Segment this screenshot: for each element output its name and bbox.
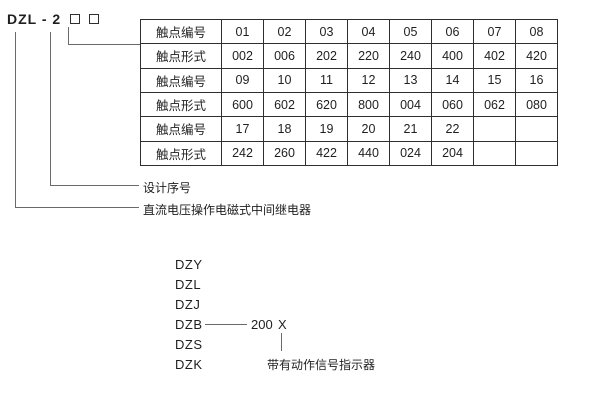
- table-cell: 15: [473, 67, 516, 93]
- table-cell: 006: [263, 43, 306, 69]
- table-cell: [515, 116, 558, 142]
- table-cell: 14: [431, 67, 474, 93]
- row-label: 触点形式: [140, 91, 222, 118]
- table-cell: 202: [305, 43, 348, 69]
- table-cell: 002: [221, 43, 264, 69]
- table-cell: 08: [515, 18, 558, 45]
- placeholder-box-icon: [70, 14, 81, 24]
- table-cell: 12: [347, 67, 390, 93]
- table-row: 触点形式 600 602 620 800 004 060 062 080: [140, 91, 558, 118]
- variant-connector-line: [281, 333, 282, 351]
- table-cell: 600: [221, 91, 264, 118]
- dzb-code: 200: [251, 317, 273, 332]
- table-row: 触点编号 17 18 19 20 21 22: [140, 116, 558, 142]
- table-cell: 18: [263, 116, 306, 142]
- model-code-text: DZL - 2: [7, 11, 62, 27]
- series-item-dzk: DZK: [175, 357, 203, 372]
- table-cell: 11: [305, 67, 348, 93]
- table-cell: 17: [221, 116, 264, 142]
- row-label: 触点形式: [140, 140, 222, 167]
- table-cell: 09: [221, 67, 264, 93]
- indicator-label: 带有动作信号指示器: [267, 358, 376, 372]
- table-cell: 440: [347, 140, 390, 167]
- table-cell: 19: [305, 116, 348, 142]
- dzb-variant: X: [278, 317, 287, 332]
- placeholder-box-icon: [88, 14, 99, 24]
- row-label: 触点编号: [140, 67, 222, 93]
- table-cell: [515, 140, 558, 167]
- table-row: 触点形式 242 260 422 440 024 204: [140, 140, 558, 167]
- table-cell: [473, 116, 516, 142]
- row-label: 触点形式: [140, 43, 222, 69]
- table-cell: 004: [389, 91, 432, 118]
- table-cell: 20: [347, 116, 390, 142]
- table-cell: 602: [263, 91, 306, 118]
- row-label: 触点编号: [140, 18, 222, 45]
- table-cell: 620: [305, 91, 348, 118]
- table-row: 触点形式 002 006 202 220 240 400 402 420: [140, 43, 558, 69]
- design-serial-label: 设计序号: [143, 181, 192, 195]
- table-cell: [473, 140, 516, 167]
- table-cell: 062: [473, 91, 516, 118]
- table-cell: 06: [431, 18, 474, 45]
- table-cell: 800: [347, 91, 390, 118]
- relay-type-label: 直流电压操作电磁式中间继电器: [143, 203, 312, 217]
- table-cell: 242: [221, 140, 264, 167]
- series-item-dzl: DZL: [175, 277, 202, 292]
- series-item-dzj: DZJ: [175, 297, 201, 312]
- series-item-dzs: DZS: [175, 337, 203, 352]
- table-cell: 04: [347, 18, 390, 45]
- table-cell: 05: [389, 18, 432, 45]
- connector-line-contact-table: [68, 27, 141, 45]
- table-cell: 260: [263, 140, 306, 167]
- table-cell: 060: [431, 91, 474, 118]
- table-cell: 16: [515, 67, 558, 93]
- connector-line-design-serial: [50, 32, 139, 186]
- table-cell: 13: [389, 67, 432, 93]
- row-label: 触点编号: [140, 116, 222, 142]
- table-cell: 03: [305, 18, 348, 45]
- table-cell: 080: [515, 91, 558, 118]
- table-cell: 420: [515, 43, 558, 69]
- table-cell: 422: [305, 140, 348, 167]
- table-cell: 07: [473, 18, 516, 45]
- table-cell: 402: [473, 43, 516, 69]
- table-cell: 220: [347, 43, 390, 69]
- table-row: 触点编号 01 02 03 04 05 06 07 08: [140, 18, 558, 45]
- table-cell: 21: [389, 116, 432, 142]
- table-cell: 02: [263, 18, 306, 45]
- model-code: DZL - 2: [7, 11, 99, 27]
- table-cell: 024: [389, 140, 432, 167]
- dzb-connector-line: [205, 324, 247, 325]
- table-cell: 10: [263, 67, 306, 93]
- series-item-dzb: DZB: [175, 317, 203, 332]
- contact-table: 触点编号 01 02 03 04 05 06 07 08 触点形式 002 00…: [140, 18, 558, 167]
- table-cell: 240: [389, 43, 432, 69]
- table-row: 触点编号 09 10 11 12 13 14 15 16: [140, 67, 558, 93]
- table-cell: 204: [431, 140, 474, 167]
- table-cell: 400: [431, 43, 474, 69]
- connector-line-relay-type: [15, 32, 139, 208]
- series-item-dzy: DZY: [175, 257, 203, 272]
- table-cell: 01: [221, 18, 264, 45]
- table-cell: 22: [431, 116, 474, 142]
